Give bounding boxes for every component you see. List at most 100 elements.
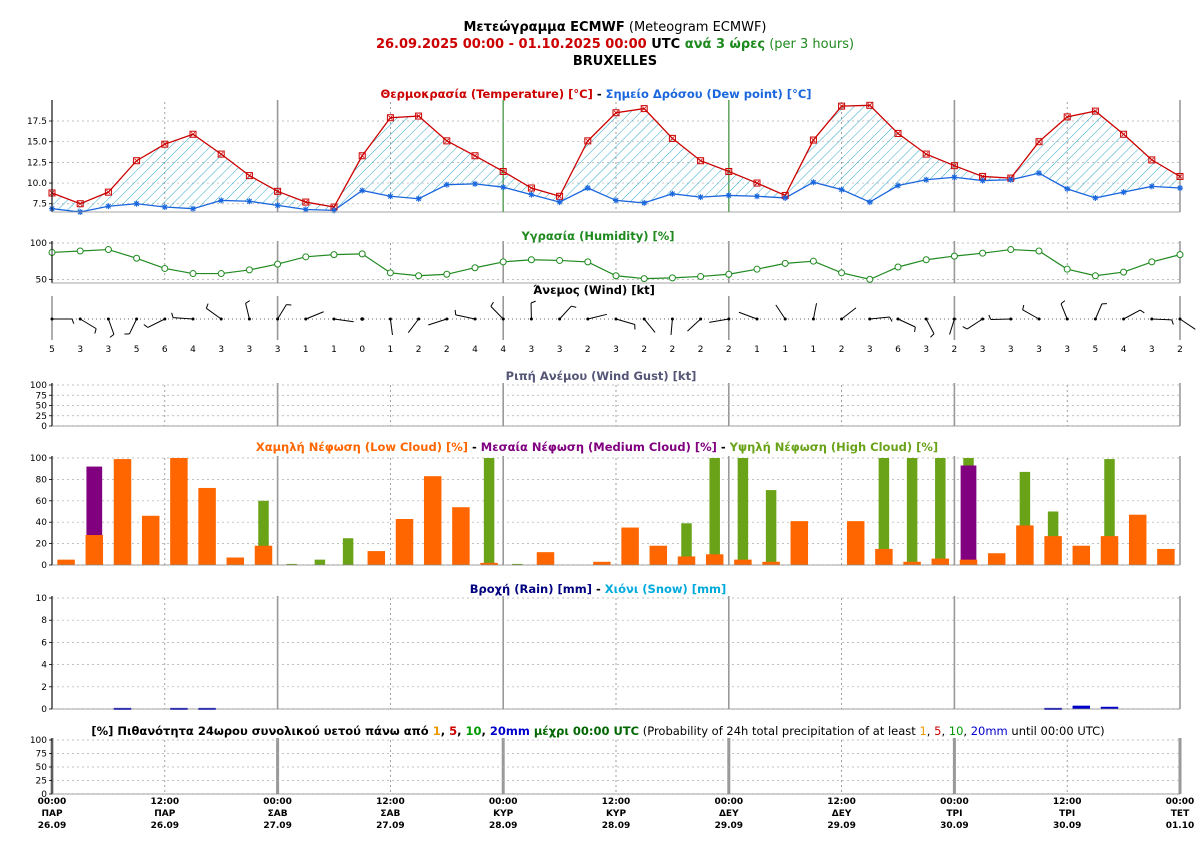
temperature-point-cross [698, 158, 703, 164]
humidity-point [217, 270, 225, 278]
x-axis-label: ΣΑΒ [268, 809, 288, 819]
low-cloud-bar [536, 552, 555, 565]
dew-point-point [415, 195, 422, 202]
high-cloud-bar [709, 458, 720, 565]
humidity-point [189, 270, 197, 278]
wind-speed-label: 3 [980, 345, 986, 355]
y-tick-label: 0 [41, 561, 47, 571]
meteogram-title: Μετεώγραμμα ECMWF [463, 20, 624, 35]
temperature-point-cross [754, 180, 760, 186]
humidity-point [133, 254, 141, 262]
wind-calm-mark [360, 317, 365, 321]
temperature-point-cross [529, 185, 534, 191]
wind-barb [869, 316, 890, 320]
gust-panel-title: Ριπή Ανέμου (Wind Gust) [kt] [506, 369, 697, 383]
wind-barb-feather [930, 333, 935, 338]
low-cloud-title: Χαμηλή Νέφωση (Low Cloud) [%] [256, 440, 468, 454]
wind-barb-base [1150, 317, 1154, 321]
temperature-point [274, 187, 282, 195]
wind-barb-base [106, 317, 110, 321]
prob-comma3: , [481, 724, 489, 738]
x-axis-label: 30.09 [1053, 821, 1081, 831]
temperature-point [584, 137, 592, 145]
cloud-panel-title: Χαμηλή Νέφωση (Low Cloud) [%] - Μεσαία Ν… [256, 440, 938, 454]
temperature-point [104, 188, 112, 196]
wind-barb-base [840, 317, 844, 321]
humidity-point [1148, 258, 1156, 266]
dew-point-point [274, 202, 281, 209]
wind-speed-label: 3 [529, 345, 535, 355]
wind-speed-label: 2 [726, 345, 732, 355]
low-cloud-bar [113, 459, 132, 565]
temperature-point-cross [895, 131, 901, 136]
wind-barb-feather [962, 326, 968, 330]
low-cloud-bar [254, 545, 273, 565]
temperature-point [1176, 172, 1184, 180]
x-axis-label: 12:00 [602, 797, 631, 807]
dew-point-point [697, 194, 704, 201]
wind-barb-base [755, 317, 759, 321]
humidity-point [809, 257, 817, 265]
wind-barb-base [868, 317, 872, 321]
wind-speed-label: 3 [1149, 345, 1155, 355]
y-tick-label: 25 [36, 412, 47, 422]
humidity-point [950, 252, 958, 260]
humidity-point [386, 269, 394, 277]
prob-panel-title: [%] Πιθανότητα 24ωρου συνολικού υετού πά… [91, 724, 1104, 738]
temperature-point-cross [923, 151, 929, 157]
x-axis-label: 12:00 [150, 797, 179, 807]
temperature-point-cross [980, 174, 985, 179]
x-axis-label: ΠΑΡ [41, 809, 62, 819]
wind-barb [738, 311, 758, 320]
high-cloud-bar [1019, 471, 1031, 565]
temperature-point [950, 162, 958, 170]
wind-barb-base [1009, 317, 1013, 321]
temp-dew-spread-area [52, 105, 1180, 212]
x-axis-label: ΣΑΒ [380, 809, 400, 819]
wind-barb-base [896, 317, 900, 321]
interval-label: ανά 3 ώρες [685, 37, 765, 52]
dew-title: Σημείο Δρόσου (Dew point) [°C] [606, 87, 812, 101]
header-line2: 26.09.2025 00:00 - 01.10.2025 00:00 UTC … [376, 37, 854, 52]
wind-speed-label: 5 [134, 345, 140, 355]
wind-barb [643, 318, 656, 333]
wind-speed-label: 2 [641, 345, 647, 355]
temperature-point-cross [77, 201, 83, 207]
wind-speed-label: 3 [613, 345, 619, 355]
wind-speed-label: 1 [303, 345, 309, 355]
prob-title-p1: [%] Πιθανότητα 24ωρου συνολικού υετού πά… [91, 724, 432, 738]
wind-barb [966, 318, 983, 330]
wind-barb [949, 318, 955, 335]
x-axis-label: 29.09 [827, 821, 855, 831]
prob-u5: 5 [934, 724, 941, 738]
humidity-point [245, 266, 253, 274]
temperature-point [415, 112, 423, 120]
y-tick-label: 0 [41, 790, 47, 800]
humidity-point [76, 247, 84, 255]
wind-barb [709, 318, 729, 323]
x-axis-label: 29.09 [715, 821, 743, 831]
high-cloud-bar [935, 458, 946, 565]
low-cloud-bar [705, 554, 724, 565]
wind-barb [277, 304, 287, 320]
y-tick-label: 100 [30, 454, 47, 464]
high-cloud-bar [342, 538, 354, 565]
wind-barb-feather [490, 301, 494, 307]
wind-barb [455, 314, 476, 320]
x-axis-label: ΤΕΤ [1171, 809, 1190, 819]
wind-speed-label: 3 [106, 345, 112, 355]
humidity-point [922, 256, 930, 264]
humidity-point [697, 272, 705, 280]
utc-label: UTC [647, 37, 685, 52]
wind-speed-label: 3 [557, 345, 563, 355]
x-axis-label: 00:00 [263, 797, 292, 807]
dew-point-point [105, 203, 112, 210]
wind-barb [812, 303, 818, 320]
wind-barb [1123, 309, 1141, 320]
temperature-point-cross [613, 110, 619, 116]
wind-barb [1094, 303, 1103, 320]
y-tick-label: 2 [41, 683, 47, 693]
wind-barb-base [191, 317, 195, 321]
low-cloud-bar [1044, 536, 1062, 565]
temperature-point-cross [1177, 174, 1183, 179]
